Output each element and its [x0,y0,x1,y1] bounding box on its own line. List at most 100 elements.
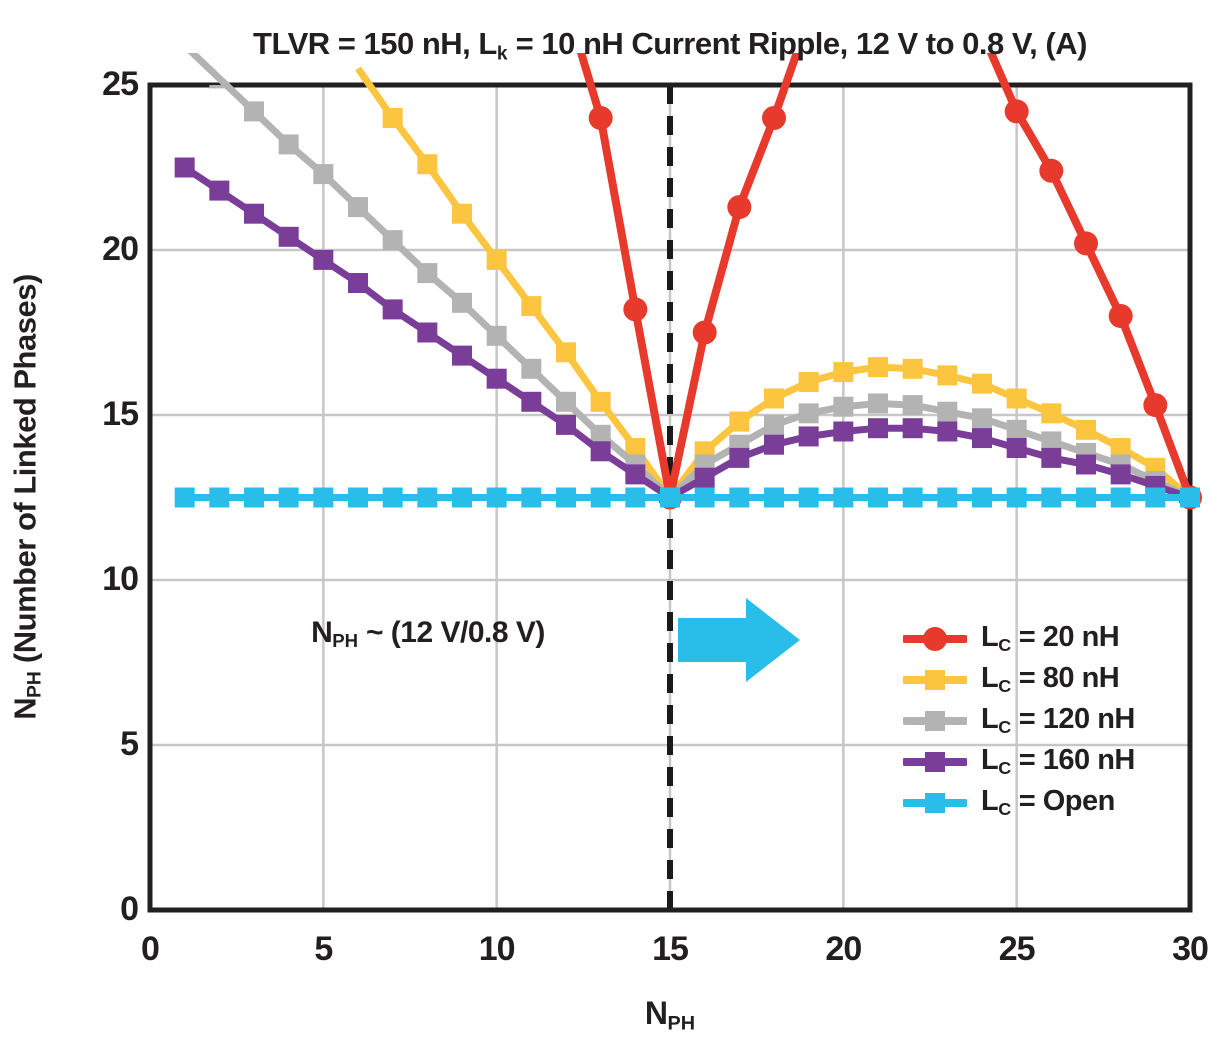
legend-item-lc-20nh: LC = 20 nH [903,621,1135,656]
data-point-lc-80nh [1110,438,1131,458]
data-point-lc-160nh [868,418,888,439]
data-point-lc-120nh [590,424,611,445]
data-point-lc-160nh [729,447,750,468]
data-point-lc-80nh [452,203,472,224]
data-point-lc-open [209,487,230,508]
legend-label-lc-20nh: LC = 20 nH [981,621,1120,656]
data-point-lc-80nh [1076,419,1096,440]
data-point-lc-80nh [486,249,507,270]
data-point-lc-160nh [174,157,195,178]
x-tick-label: 15 [652,930,689,968]
series-line-group-lc-160nh [182,164,1192,501]
data-point-lc-80nh [937,365,958,386]
data-point-lc-120nh [244,101,264,122]
x-tick-label: 25 [998,930,1036,968]
data-point-lc-120nh [382,230,403,251]
legend: LC = 20 nH LC = 80 nH LC = 120 nH LC = 160 … [903,621,1135,829]
data-point-lc-open [868,487,888,508]
data-point-lc-20nh [623,297,648,322]
legend-item-lc-160nh: LC = 160 nH [903,744,1135,779]
data-point-lc-120nh [868,393,888,414]
data-point-lc-160nh [209,180,230,201]
data-point-lc-open [1145,487,1166,508]
x-tick-label: 5 [314,930,333,968]
data-point-lc-120nh [1006,419,1027,440]
data-point-lc-open [1041,487,1062,508]
data-point-lc-120nh [833,396,854,417]
data-point-lc-open [625,487,646,508]
data-point-lc-120nh [278,134,299,155]
data-point-lc-160nh [278,226,299,247]
legend-marker-lc-120nh [903,711,967,731]
data-point-lc-open [937,487,958,508]
data-point-lc-160nh [902,418,923,439]
data-point-lc-160nh [452,345,472,366]
data-point-lc-160nh [590,441,611,462]
data-point-lc-80nh [972,373,992,394]
data-point-lc-80nh [902,358,923,379]
data-point-lc-160nh [937,421,958,442]
data-point-lc-120nh [521,358,542,379]
legend-square-marker [925,711,945,731]
data-point-lc-120nh [1041,431,1062,452]
data-point-lc-open [486,487,507,508]
legend-marker-lc-20nh [903,627,967,651]
legend-item-lc-80nh: LC = 80 nH [903,662,1135,697]
legend-marker-lc-open [903,793,967,813]
y-tick-label: 20 [102,230,139,268]
data-point-lc-160nh [521,391,542,412]
data-point-lc-open [1006,487,1027,508]
right-arrow-icon [678,598,800,682]
data-point-lc-160nh [313,249,334,270]
data-point-lc-120nh [348,197,368,218]
data-point-lc-20nh [762,106,786,130]
legend-label-lc-open: LC = Open [981,785,1115,820]
data-point-lc-20nh [588,106,613,130]
legend-square-marker [925,752,945,772]
x-tick-label: 20 [825,930,862,968]
data-point-lc-80nh [1041,403,1062,424]
data-point-lc-open [452,487,472,508]
data-point-lc-80nh [417,154,438,175]
data-point-lc-open [729,487,750,508]
data-point-lc-open [1180,487,1200,508]
x-axis-label: NPH [644,995,696,1035]
data-point-lc-160nh [764,434,784,455]
y-tick-label: 15 [102,395,139,433]
data-point-lc-20nh [554,0,578,15]
data-point-lc-20nh [727,195,752,220]
data-point-lc-80nh [1006,388,1027,409]
data-point-lc-160nh [244,203,264,224]
data-point-lc-20nh [1039,158,1064,183]
data-point-lc-120nh [556,391,576,412]
data-point-lc-160nh [486,368,507,389]
data-point-lc-80nh [764,388,784,409]
y-tick-label: 25 [102,65,139,103]
data-point-lc-80nh [868,357,888,378]
data-point-lc-160nh [833,421,854,442]
data-point-lc-open [244,487,264,508]
legend-marker-lc-160nh [903,752,967,772]
data-point-lc-open [521,487,542,508]
data-point-lc-80nh [729,411,750,432]
data-point-lc-80nh [625,438,646,458]
y-axis-label: NPH (Number of Linked Phases) [7,274,46,720]
nph-ratio-annotation: NPH ~ (12 V/0.8 V) [311,615,545,652]
x-tick-label: 30 [1172,930,1209,968]
data-point-lc-80nh [382,108,403,128]
data-point-lc-160nh [1041,447,1062,468]
data-point-lc-80nh [833,362,854,383]
legend-label-lc-80nh: LC = 80 nH [981,662,1120,697]
legend-label-lc-160nh: LC = 160 nH [981,744,1135,779]
legend-item-lc-120nh: LC = 120 nH [903,703,1135,738]
data-point-lc-open [833,487,854,508]
data-point-lc-160nh [972,428,992,449]
series-markers-lc-160nh [174,157,1200,508]
data-point-lc-80nh [521,296,542,317]
data-point-lc-160nh [1076,454,1096,475]
series-markers-lc-open [174,487,1200,508]
data-point-lc-120nh [313,164,334,185]
legend-marker-lc-80nh [903,670,967,690]
data-point-lc-160nh [1006,438,1027,458]
data-point-lc-160nh [694,467,715,488]
